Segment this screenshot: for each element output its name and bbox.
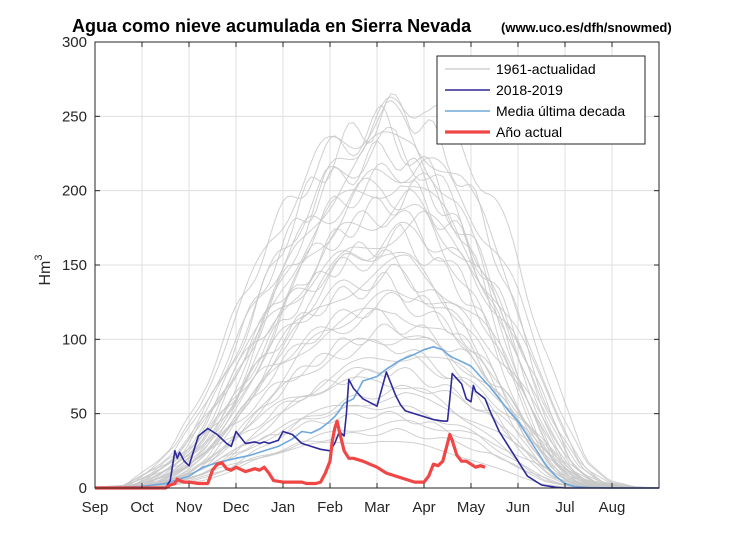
y-axis-label-superscript: 3 — [33, 254, 45, 260]
x-tick-label: Mar — [364, 499, 390, 516]
x-tick-label: Sep — [82, 499, 109, 516]
y-tick-label: 50 — [70, 406, 87, 423]
x-tick-label: Aug — [599, 499, 626, 516]
y-tick-label: 300 — [62, 34, 87, 51]
historical-year-line — [95, 131, 659, 489]
x-axis: Sep Oct Nov Dec Jan Feb Mar Apr May Jun Jul Aug — [82, 42, 660, 516]
x-tick-label: Dec — [223, 499, 250, 516]
x-tick-label: May — [457, 499, 486, 516]
legend-label: Media última decada — [496, 103, 625, 119]
y-axis: 0 50 100 150 200 250 300 — [62, 34, 659, 497]
historical-year-line — [95, 157, 660, 489]
x-tick-label: Oct — [130, 499, 154, 516]
historical-series-group — [94, 93, 660, 489]
historical-year-line — [95, 188, 659, 489]
series-2018-2019-line — [95, 371, 659, 489]
legend-label: 2018-2019 — [496, 82, 563, 98]
y-tick-label: 100 — [62, 331, 87, 348]
legend: 1961-actualidad 2018-2019 Media última dec… — [436, 55, 646, 145]
y-tick-label: 200 — [62, 183, 87, 200]
x-tick-label: Jul — [555, 499, 574, 516]
y-tick-label: 0 — [79, 480, 87, 497]
historical-year-line — [94, 185, 659, 489]
historical-year-line — [95, 289, 659, 489]
legend-label: Año actual — [496, 124, 562, 140]
legend-label: 1961-actualidad — [496, 61, 596, 77]
y-tick-label: 250 — [62, 108, 87, 125]
historical-year-line — [94, 140, 659, 489]
x-tick-label: Jun — [506, 499, 530, 516]
historical-year-line — [94, 271, 659, 489]
historical-year-line — [95, 254, 659, 489]
y-tick-label: 150 — [62, 257, 87, 274]
series-current-year-line — [95, 419, 486, 490]
chart-title: Agua como nieve acumulada en Sierra Neva… — [72, 16, 472, 36]
x-tick-label: Apr — [412, 499, 435, 516]
series-decade-mean-line — [94, 346, 659, 489]
y-axis-label: Hm3 — [33, 254, 54, 285]
historical-year-line — [95, 335, 659, 489]
x-tick-label: Jan — [271, 499, 295, 516]
y-axis-label-text: Hm — [37, 261, 54, 286]
x-tick-label: Feb — [317, 499, 343, 516]
historical-year-line — [95, 354, 659, 489]
chart-subtitle: (www.uco.es/dfh/snowmed) — [501, 20, 672, 35]
series-group — [94, 346, 659, 490]
x-tick-label: Nov — [176, 499, 203, 516]
legend-box — [436, 55, 646, 145]
historical-year-line — [95, 221, 659, 489]
